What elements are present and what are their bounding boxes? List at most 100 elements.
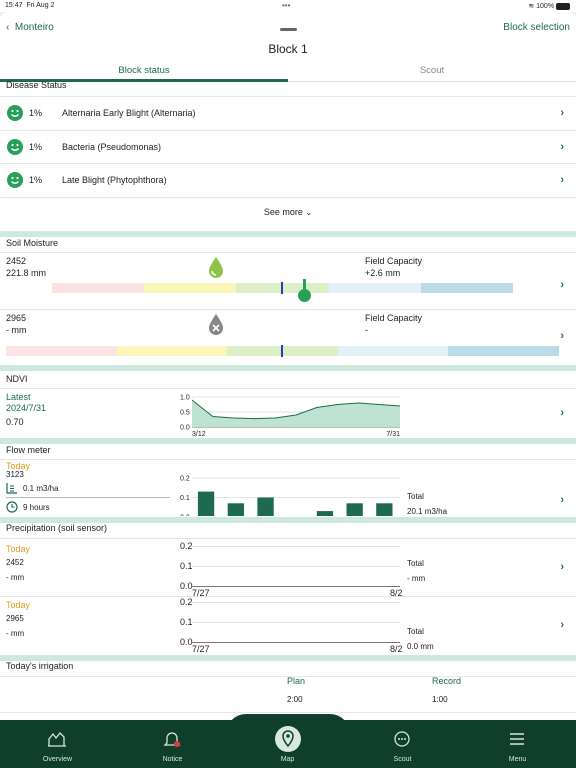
ndvi-title: NDVI bbox=[6, 374, 28, 384]
nav-overview[interactable]: Overview bbox=[0, 720, 115, 768]
divider bbox=[0, 538, 576, 539]
precipitation-row[interactable]: Today 2965 - mm 0.2 0.1 0.0 7/27 8/2 Tot… bbox=[0, 597, 576, 654]
divider bbox=[0, 130, 576, 131]
divider bbox=[0, 388, 576, 389]
tab-scout[interactable]: Scout bbox=[419, 65, 445, 76]
tab-divider bbox=[288, 81, 576, 82]
ndvi-area bbox=[192, 400, 400, 427]
tab-block-status[interactable]: Block status bbox=[118, 65, 170, 76]
soil-sensor-row[interactable]: 2965 - mm Field Capacity - › bbox=[0, 310, 576, 364]
divider bbox=[0, 197, 576, 198]
x-tick-label: 3/12 bbox=[192, 431, 206, 437]
precip-sensor-id: 2452 bbox=[6, 558, 24, 567]
disease-row[interactable]: 1% Late Blight (Phytophthora) › bbox=[0, 164, 576, 197]
y-tick-label: 0.1 bbox=[180, 495, 190, 502]
gridline bbox=[192, 602, 400, 603]
x-axis bbox=[192, 586, 400, 587]
overview-icon bbox=[48, 732, 66, 747]
flow-meter-row[interactable]: Today 3123 0.1 m3/ha 9 hours 0.20.10.07/… bbox=[0, 460, 576, 516]
nav-label: Notice bbox=[162, 756, 183, 763]
soil-moisture-title: Soil Moisture bbox=[6, 238, 59, 248]
y-tick: 0.0 bbox=[180, 581, 193, 591]
flow-total-label: Total bbox=[407, 492, 424, 501]
ndvi-row[interactable]: Latest 2024/7/31 0.70 1.0 0.5 0.0 3/12 7/31 … bbox=[0, 389, 576, 437]
section-separator bbox=[0, 517, 576, 523]
flow-bar bbox=[257, 497, 274, 516]
precip-total-label: Total bbox=[407, 627, 424, 636]
y-tick-label: 0.5 bbox=[180, 410, 190, 417]
chat-icon bbox=[394, 731, 410, 747]
soil-value: - mm bbox=[6, 325, 27, 335]
soil-sensor-row[interactable]: 2452 221.8 mm Field Capacity +2.6 mm › bbox=[0, 253, 576, 309]
chevron-right-icon: › bbox=[560, 330, 564, 342]
nav-map[interactable]: Map bbox=[230, 720, 345, 768]
divider bbox=[0, 309, 576, 310]
precipitation-title: Precipitation (soil sensor) bbox=[6, 523, 108, 533]
disease-name: Bacteria (Pseudomonas) bbox=[62, 142, 162, 152]
sensor-id: 2965 bbox=[6, 313, 27, 323]
clock-icon bbox=[6, 501, 18, 513]
block-sheet: ‹ Monteiro Block 1 Block selection Block… bbox=[0, 12, 576, 720]
flow-rate: 0.1 m3/ha bbox=[23, 484, 59, 493]
flow-bar bbox=[346, 503, 363, 516]
precip-chart: 0.2 0.1 0.0 7/27 8/2 bbox=[170, 597, 410, 654]
divider bbox=[0, 712, 576, 713]
nav-scout[interactable]: Scout bbox=[345, 720, 460, 768]
chevron-right-icon: › bbox=[560, 619, 564, 631]
precip-value: - mm bbox=[6, 573, 25, 582]
ndvi-value: 0.70 bbox=[6, 417, 24, 427]
soil-value: 221.8 mm bbox=[6, 268, 47, 278]
see-more-button[interactable]: See more ⌄ bbox=[263, 207, 313, 217]
field-capacity-value: +2.6 mm bbox=[365, 268, 401, 278]
sheet-grabber[interactable] bbox=[280, 28, 297, 31]
divider bbox=[6, 497, 170, 498]
x-tick: 8/2 bbox=[390, 588, 403, 598]
section-separator bbox=[0, 365, 576, 371]
disease-section-title: Disease Status bbox=[6, 80, 67, 90]
flow-meter-id: 3123 bbox=[6, 470, 24, 479]
y-tick-label: 0.2 bbox=[180, 476, 190, 483]
precip-sensor-id: 2965 bbox=[6, 614, 24, 623]
ndvi-chart: 1.0 0.5 0.03/12 7/31 bbox=[180, 395, 400, 438]
nav-label: Menu bbox=[508, 756, 527, 763]
nav-notice[interactable]: Notice bbox=[115, 720, 230, 768]
divider bbox=[0, 96, 576, 97]
y-tick-label: 0.0 bbox=[180, 515, 190, 517]
moisture-level-stem bbox=[303, 279, 306, 293]
field-capacity-label: Field Capacity bbox=[365, 313, 423, 323]
y-tick: 0.2 bbox=[180, 597, 193, 607]
chevron-right-icon: › bbox=[560, 279, 564, 291]
chevron-right-icon: › bbox=[560, 407, 564, 419]
disease-name: Late Blight (Phytophthora) bbox=[62, 175, 167, 185]
field-capacity-label: Field Capacity bbox=[365, 256, 423, 266]
multitask-dots[interactable]: ••• bbox=[282, 1, 291, 10]
disease-row[interactable]: 1% Bacteria (Pseudomonas) › bbox=[0, 131, 576, 164]
map-button[interactable] bbox=[275, 726, 301, 752]
flow-meter-title: Flow meter bbox=[6, 445, 51, 455]
x-tick: 8/2 bbox=[390, 644, 403, 654]
back-button[interactable]: ‹ Monteiro bbox=[6, 22, 54, 33]
divider bbox=[0, 163, 576, 164]
chevron-left-icon: ‹ bbox=[6, 22, 10, 33]
x-axis bbox=[192, 642, 400, 643]
divider bbox=[0, 596, 576, 597]
field-capacity-marker bbox=[281, 345, 283, 357]
y-tick: 0.2 bbox=[180, 541, 193, 551]
moisture-level-knob bbox=[298, 289, 311, 302]
chevron-right-icon: › bbox=[560, 561, 564, 573]
y-tick: 0.1 bbox=[180, 561, 193, 571]
disease-row[interactable]: 1% Alternaria Early Blight (Alternaria) … bbox=[0, 97, 576, 130]
flow-bar bbox=[376, 503, 393, 516]
plan-label: Plan bbox=[287, 676, 306, 686]
x-tick-label: 7/31 bbox=[386, 431, 400, 437]
block-selection-button[interactable]: Block selection bbox=[503, 22, 570, 33]
section-separator bbox=[0, 438, 576, 444]
record-value: 1:00 bbox=[432, 695, 448, 704]
wifi-icon: ≋ bbox=[528, 3, 535, 10]
x-tick: 7/27 bbox=[192, 588, 210, 598]
irrigation-title: Today's irrigation bbox=[6, 661, 74, 671]
flow-total-value: 20.1 m3/ha bbox=[407, 507, 448, 516]
precipitation-row[interactable]: Today 2452 - mm 0.2 0.1 0.0 7/27 8/2 Tot… bbox=[0, 539, 576, 598]
nav-menu[interactable]: Menu bbox=[460, 720, 575, 768]
flow-today-label: Today bbox=[6, 461, 31, 471]
